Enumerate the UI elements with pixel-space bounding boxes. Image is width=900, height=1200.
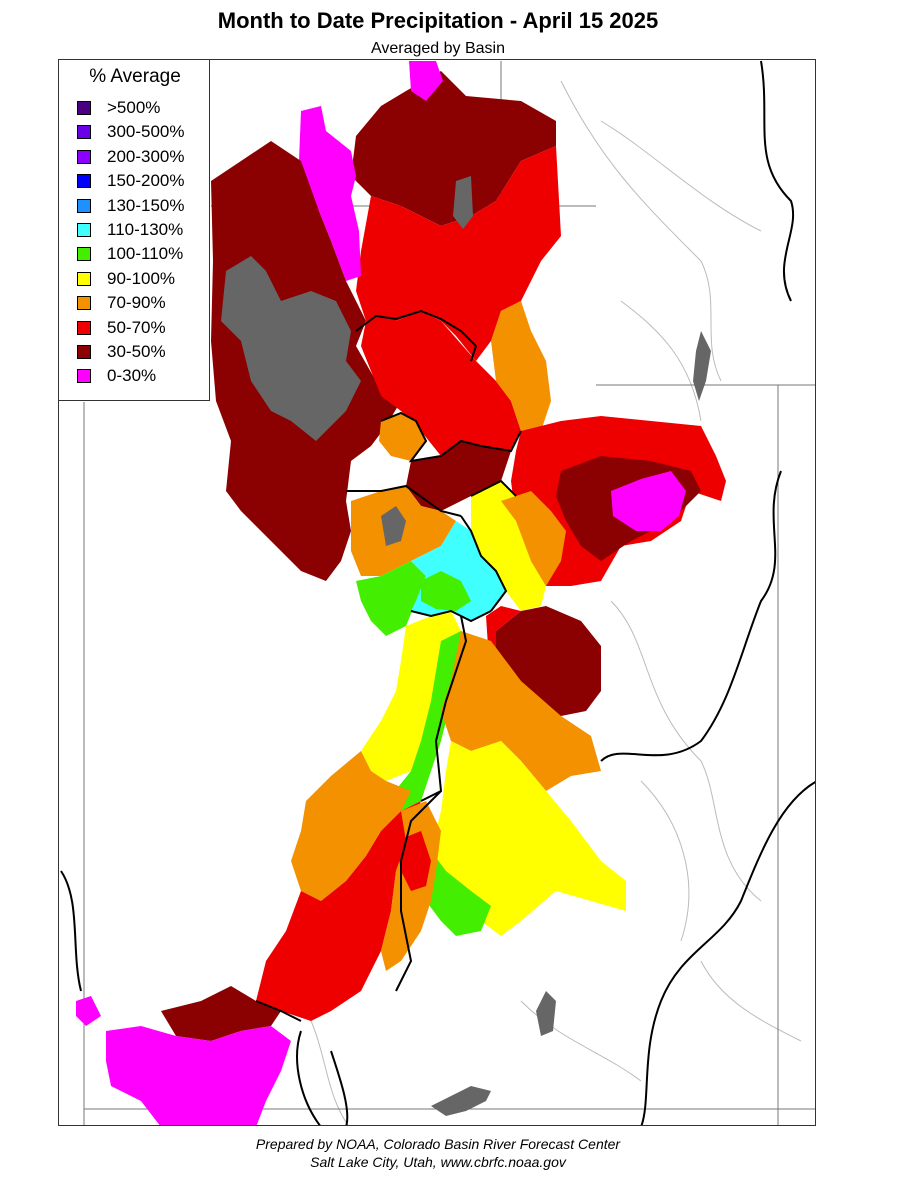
basin-sw-orange [291, 751, 411, 901]
legend: % Average >500% 300-500% 200-300% 150-200% 1… [58, 59, 210, 401]
basin-north-red [356, 146, 561, 361]
basin-yellow-sw [361, 611, 461, 781]
legend-swatch [77, 125, 91, 140]
legend-item: 30-50% [77, 342, 166, 362]
legend-item: 90-100% [77, 269, 175, 289]
legend-item: 150-200% [77, 171, 185, 191]
map-subtitle: Averaged by Basin [370, 40, 505, 57]
legend-label: >500% [107, 98, 161, 117]
basin-south-yellow [431, 741, 626, 936]
basin-west-nodata [221, 256, 361, 441]
legend-item: 300-500% [77, 122, 185, 142]
footer-credit: Prepared by NOAA, Colorado Basin River F… [255, 1136, 621, 1152]
legend-swatch [77, 149, 91, 164]
legend-swatch [77, 198, 91, 213]
water-bodies [431, 331, 711, 1116]
legend-item: 100-110% [77, 244, 183, 264]
footer-location: Salt Lake City, Utah, www.cbrfc.noaa.gov [310, 1154, 566, 1170]
legend-swatch [77, 320, 91, 335]
basin-north-upper [351, 71, 556, 226]
legend-item: 110-130% [77, 220, 183, 240]
legend-label: 90-100% [107, 268, 176, 288]
background-rivers [300, 80, 802, 1125]
basin-boundaries [255, 309, 522, 1022]
outer-basin-boundaries [60, 60, 815, 1125]
map-title: Month to Date Precipitation - April 15 2… [217, 8, 659, 33]
precipitation-map [58, 59, 816, 1126]
basin-orange-ne [501, 491, 566, 586]
basin-west-orange-nodata [381, 506, 406, 546]
basin-south-tip-magenta [106, 1026, 291, 1125]
legend-swatch [77, 247, 91, 262]
basin-yellow-ne [471, 481, 546, 611]
basin-green-center [421, 571, 471, 611]
basin-south-green [426, 851, 491, 936]
legend-label: 110-130% [107, 220, 184, 239]
basin-east-orange [491, 301, 551, 431]
basin-central-red [361, 311, 521, 456]
legend-swatch [77, 271, 91, 286]
legend-label: 50-70% [107, 317, 166, 337]
legend-item: >500% [77, 98, 160, 118]
legend-label: 30-50% [107, 342, 166, 361]
legend-swatch [77, 223, 91, 237]
basin-sw-red [256, 801, 421, 1021]
legend-item: 130-150% [77, 196, 185, 216]
basin-small-orange [379, 413, 426, 461]
basin-green-west [356, 561, 426, 636]
legend-swatch [77, 101, 91, 115]
basin-north-magenta [299, 106, 361, 281]
legend-item: 50-70% [77, 318, 166, 338]
basin-sw-corner-magenta [76, 996, 101, 1026]
legend-label: 70-90% [107, 293, 166, 313]
basin-north-nodata [453, 176, 473, 229]
legend-label: 130-150% [107, 195, 185, 215]
legend-label: 150-200% [107, 171, 185, 191]
legend-label: 300-500% [107, 122, 185, 142]
legend-label: 0-30% [107, 366, 157, 386]
basin-south-orange [441, 631, 601, 791]
legend-label: 200-300% [107, 146, 185, 166]
legend-item: 70-90% [77, 293, 166, 313]
legend-item: 200-300% [77, 147, 185, 167]
legend-swatch [77, 369, 91, 384]
basin-top-magenta [409, 61, 443, 101]
legend-label: 100-110% [107, 244, 184, 264]
legend-item: 0-30% [77, 366, 156, 386]
legend-swatch [77, 174, 91, 189]
basin-green-sw-strip [391, 631, 466, 811]
legend-title: % Average [89, 66, 181, 87]
legend-swatch [77, 345, 91, 359]
basin-east-magenta [611, 471, 686, 531]
basin-central-darkred [406, 441, 511, 511]
legend-swatch [77, 296, 91, 311]
basin-south-tip-darkred [161, 986, 281, 1041]
